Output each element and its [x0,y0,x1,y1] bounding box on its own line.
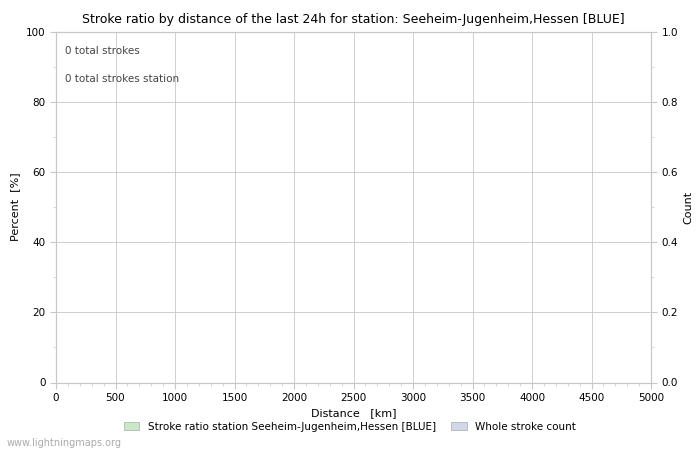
Y-axis label: Count: Count [683,190,694,224]
Legend: Stroke ratio station Seeheim-Jugenheim,Hessen [BLUE], Whole stroke count: Stroke ratio station Seeheim-Jugenheim,H… [120,418,580,436]
Text: 0 total strokes: 0 total strokes [65,45,140,55]
Text: www.lightningmaps.org: www.lightningmaps.org [7,438,122,448]
Text: 0 total strokes station: 0 total strokes station [65,74,179,84]
Title: Stroke ratio by distance of the last 24h for station: Seeheim-Jugenheim,Hessen [: Stroke ratio by distance of the last 24h… [82,13,625,26]
Y-axis label: Percent  [%]: Percent [%] [10,173,20,241]
X-axis label: Distance   [km]: Distance [km] [311,409,396,419]
